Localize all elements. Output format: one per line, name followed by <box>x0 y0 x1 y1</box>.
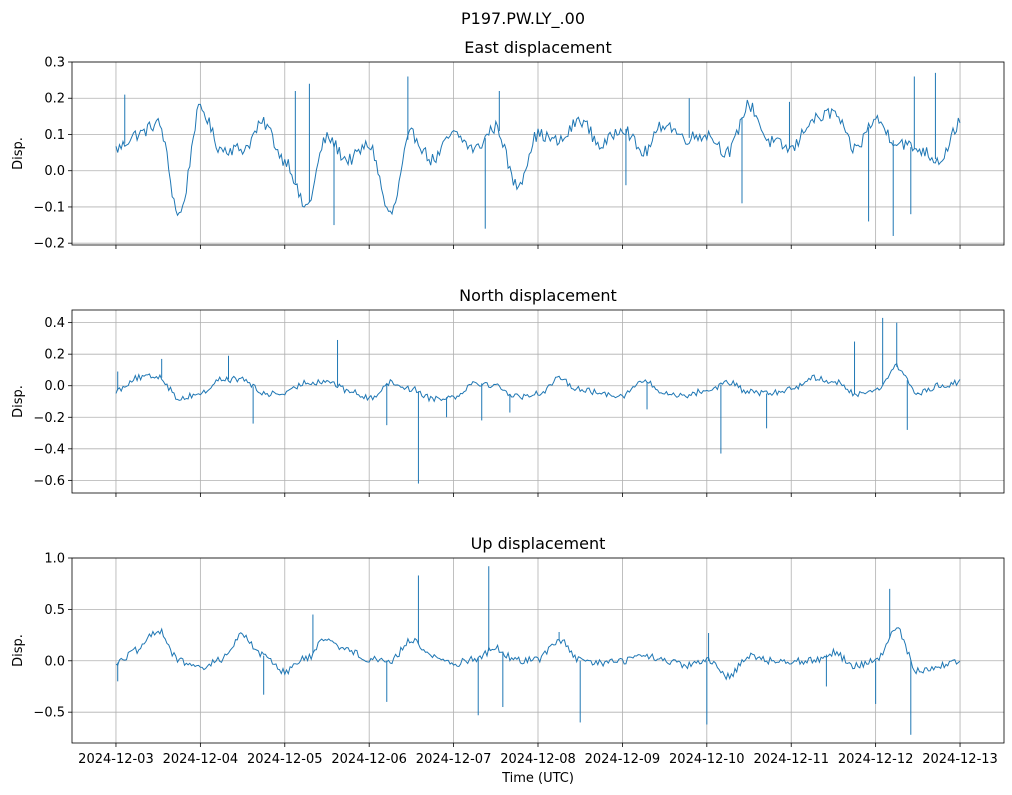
y-tick-label: 1.0 <box>44 552 65 567</box>
y-axis-label: Disp. <box>11 634 26 667</box>
x-tick-label: 2024-12-12 <box>838 752 914 767</box>
y-tick-label: 0.2 <box>44 92 65 107</box>
x-tick-label: 2024-12-03 <box>78 752 154 767</box>
y-tick-label: −0.4 <box>33 442 65 457</box>
grid <box>72 310 1004 493</box>
spikes <box>124 72 936 236</box>
grid <box>72 557 1004 743</box>
grid <box>72 61 1004 245</box>
x-tick-label: 2024-12-04 <box>163 752 239 767</box>
north-displacement-panel: North displacement Disp. −0.6 −0.4 −0.2 0.0… <box>11 286 1005 497</box>
x-tick-label: 2024-12-09 <box>585 752 661 767</box>
y-axis-label: Disp. <box>11 385 26 418</box>
y-tick-label: 0.1 <box>44 128 65 143</box>
y-tick-label: −0.2 <box>33 411 65 426</box>
x-tick-label: 2024-12-11 <box>753 752 829 767</box>
up-displacement-panel: Up displacement Disp. −0.5 0.0 0.5 1.0 <box>11 534 1005 747</box>
displacement-series-line <box>115 362 961 403</box>
y-tick-label: −0.2 <box>33 237 65 252</box>
y-tick-label: −0.5 <box>33 706 65 721</box>
y-axis-label: Disp. <box>11 137 26 170</box>
east-displacement-panel: East displacement Disp. −0.2 −0.1 0.0 0.1 0.… <box>11 38 1005 252</box>
x-tick-label: 2024-12-08 <box>500 752 576 767</box>
x-tick-label: 2024-12-05 <box>247 752 323 767</box>
y-tick-label: 0.4 <box>44 316 65 331</box>
y-tick-label: 0.2 <box>44 348 65 363</box>
spikes <box>117 317 908 484</box>
panel-title: East displacement <box>464 38 611 57</box>
spikes <box>117 566 912 735</box>
figure-suptitle: P197.PW.LY_.00 <box>461 9 585 29</box>
y-tick-label: 0.0 <box>44 379 65 394</box>
x-tick-label: 2024-12-07 <box>416 752 492 767</box>
displacement-series-line <box>115 627 961 681</box>
x-tick-labels: 2024-12-03 2024-12-04 2024-12-05 2024-12-06… <box>78 752 998 767</box>
x-axis-label: Time (UTC) <box>501 771 574 786</box>
y-tick-label: 0.0 <box>44 164 65 179</box>
y-tick-label: −0.1 <box>33 200 65 215</box>
x-tick-label: 2024-12-06 <box>331 752 407 767</box>
y-tick-label: 0.5 <box>44 603 65 618</box>
y-tick-label: 0.0 <box>44 654 65 669</box>
x-tick-label: 2024-12-13 <box>922 752 998 767</box>
panel-title: Up displacement <box>471 534 606 553</box>
y-tick-label: 0.3 <box>44 56 65 71</box>
y-tick-label: −0.6 <box>33 474 65 489</box>
panel-title: North displacement <box>459 286 617 305</box>
displacement-series-line <box>115 99 961 217</box>
x-tick-label: 2024-12-10 <box>669 752 745 767</box>
